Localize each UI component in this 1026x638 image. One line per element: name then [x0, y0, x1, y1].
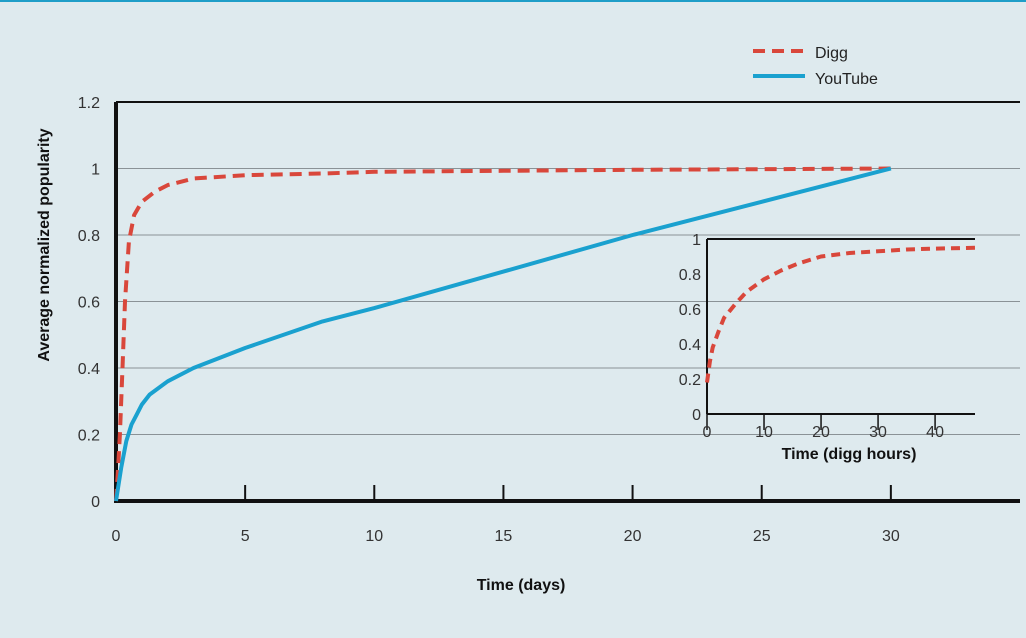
inset-x-tick-label: 10 [755, 424, 773, 441]
main-series [114, 166, 892, 502]
x-tick-label: 0 [112, 528, 121, 545]
main-y-ticks: 0 0.2 0.4 0.6 0.8 1 1.2 [78, 95, 100, 511]
inset-y-tick-label: 1 [692, 232, 701, 249]
x-axis-title: Time (days) [477, 577, 566, 594]
y-tick-label: 1.2 [78, 95, 100, 112]
x-tick-label: 15 [495, 528, 513, 545]
inset-y-tick-label: 0.4 [679, 337, 701, 354]
inset-background [657, 233, 985, 234]
legend-youtube-label: YouTube [815, 71, 878, 88]
digg-series-line [114, 166, 891, 502]
y-axis-title: Average normalized popularity [36, 128, 53, 361]
inset-x-tick-label: 0 [703, 424, 712, 441]
inset-x-tick-label: 20 [812, 424, 830, 441]
main-x-ticks: 0 5 10 15 20 25 30 [112, 485, 900, 545]
y-tick-label: 1 [91, 162, 100, 179]
main-axes [114, 102, 1020, 503]
y-tick-label: 0.6 [78, 295, 100, 312]
inset-y-ticks: 0 0.2 0.4 0.6 0.8 1 [679, 232, 701, 424]
inset-digg-series-line [705, 245, 976, 383]
x-tick-label: 20 [624, 528, 642, 545]
inset-axes [706, 238, 975, 415]
top-rule [0, 0, 1026, 2]
inset-chart: 0 10 20 30 40 0 0.2 0.4 0.6 0.8 1 Time (digg hour… [657, 232, 985, 463]
inset-x-tick-label: 30 [869, 424, 887, 441]
y-tick-label: 0.2 [78, 428, 100, 445]
x-tick-label: 30 [882, 528, 900, 545]
inset-x-tick-label: 40 [926, 424, 944, 441]
legend: Digg YouTube [753, 45, 878, 88]
main-gridlines [116, 101, 1020, 435]
inset-y-tick-label: 0.2 [679, 372, 701, 389]
y-tick-label: 0 [91, 494, 100, 511]
x-tick-label: 25 [753, 528, 771, 545]
inset-x-axis-title: Time (digg hours) [782, 446, 917, 463]
y-tick-label: 0.4 [78, 361, 100, 378]
inset-y-tick-label: 0 [692, 407, 701, 424]
inset-x-ticks: 0 10 20 30 40 [703, 414, 944, 441]
inset-y-tick-label: 0.8 [679, 267, 701, 284]
inset-series [705, 245, 976, 383]
legend-digg-label: Digg [815, 45, 848, 62]
inset-y-tick-label: 0.6 [679, 302, 701, 319]
y-tick-label: 0.8 [78, 228, 100, 245]
x-tick-label: 10 [365, 528, 383, 545]
x-tick-label: 5 [241, 528, 250, 545]
youtube-series-line [114, 166, 892, 502]
